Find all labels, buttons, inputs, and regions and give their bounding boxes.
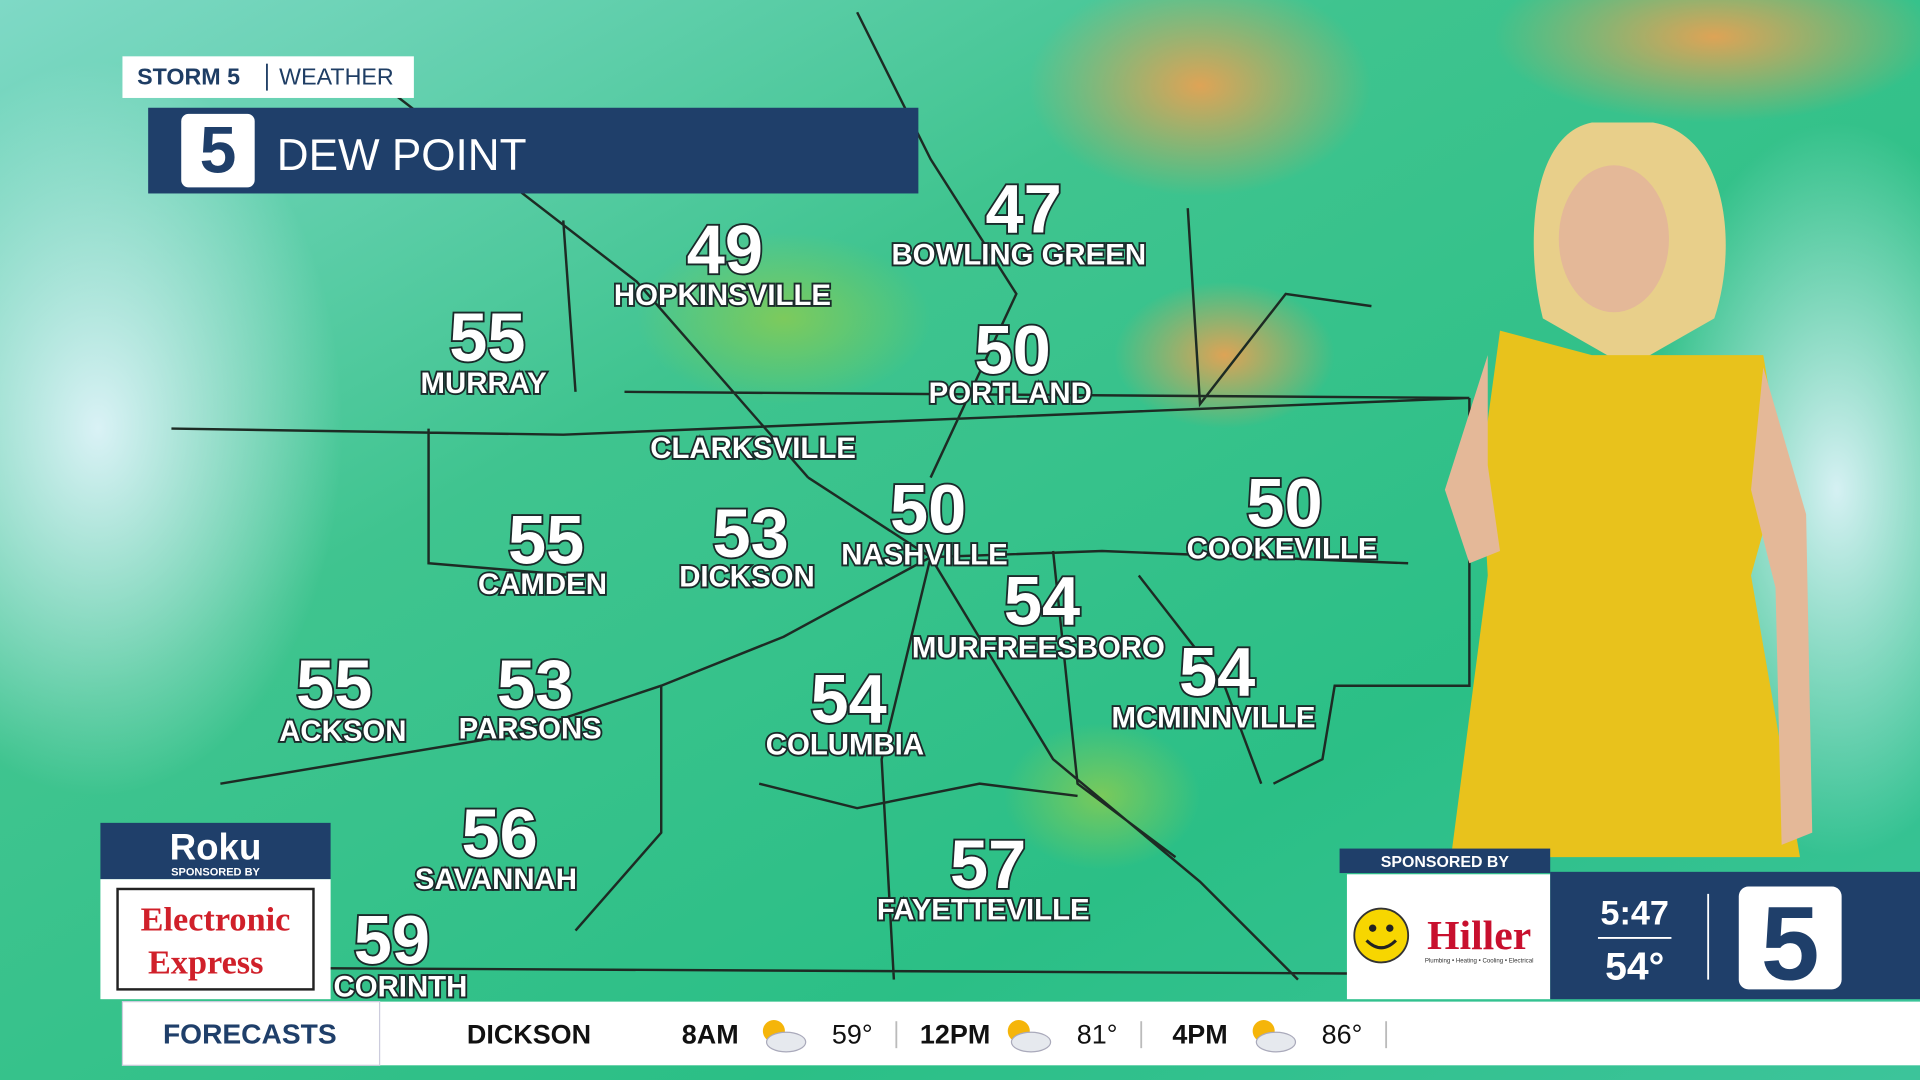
city-value: 53 [497,646,573,723]
brand: STORM 5 [137,63,240,89]
clock-temp: 54° [1605,946,1664,989]
city-name: ACKSON [279,715,406,748]
section: WEATHER [279,63,394,89]
city-name: SAVANNAH [415,863,577,896]
city-value: 53 [712,495,788,572]
city-name: PARSONS [459,712,602,745]
city-value: 49 [687,211,763,288]
forecast-bar: FORECASTS DICKSON 8AM 59° 12PM 81° 4PM 86° [121,1001,1920,1066]
station-logo: 5 [1761,886,1820,1003]
forecast-time: 8AM [682,1019,739,1049]
forecast-city: DICKSON [467,1019,591,1049]
sponsor-name: Hiller [1427,913,1531,959]
city-name: COOKEVILLE [1187,532,1378,565]
header-tab [122,56,414,98]
title-bar [148,107,919,194]
forecast-time: 12PM [920,1019,990,1049]
header: STORM 5 WEATHER 5 DEW POINT [122,56,919,194]
logo: 5 [200,114,237,188]
city-value: 59 [354,902,430,979]
city-name: FAYETTEVILLE [877,894,1090,927]
sponsored-by: SPONSORED BY [1381,854,1510,871]
city-name: MURRAY [421,367,548,400]
forecast-temp: 86° [1322,1019,1363,1049]
cloud-icon [1255,1031,1297,1053]
cloud-icon [1010,1031,1052,1053]
city-value: 50 [975,311,1051,388]
city-value: 50 [890,471,966,548]
forecast-time: 4PM [1172,1019,1227,1049]
sponsor-tagline: Plumbing • Heating • Cooling • Electrica… [1425,957,1534,964]
city-name: CORINTH [334,971,468,1004]
city-name: COLUMBIA [766,728,924,761]
city-name: CAMDEN [478,568,607,601]
city-value: 56 [461,795,537,872]
forecast-temp: 59° [832,1019,873,1049]
roku: Roku [170,827,262,868]
city-value: 55 [508,501,584,578]
city-value: 54 [1179,634,1255,711]
clock-time: 5:47 [1600,894,1669,932]
city-name: BOWLING GREEN [891,238,1146,271]
title: DEW POINT [277,131,527,180]
sponsored-by: SPONSORED BY [171,867,260,879]
city-name: MURFREESBORO [912,632,1165,665]
city-value: 54 [1004,562,1080,639]
sponsor-name: Electronic [141,901,291,939]
city-value: 57 [950,826,1026,903]
city-value: 55 [449,299,525,376]
cloud-icon [765,1031,807,1053]
city-value: 50 [1246,465,1322,542]
city-value: 54 [810,660,886,737]
city-name: PORTLAND [929,377,1092,410]
city-value: 55 [296,646,372,723]
forecast-label: FORECASTS [163,1018,337,1049]
city-name: DICKSON [679,561,814,594]
sponsor-right: SPONSORED BY Hiller Plumbing • Heating •… [1339,848,1920,1003]
city-name: HOPKINSVILLE [614,279,831,312]
sponsor-left: Roku SPONSORED BY Electronic Express [100,822,331,1000]
forecast-temp: 81° [1077,1019,1118,1049]
city-name: MCMINNVILLE [1111,701,1315,734]
city-value: 47 [986,171,1062,248]
sponsor-name: Express [148,943,264,981]
city-name: NASHVILLE [841,538,1007,571]
city-name: CLARKSVILLE [650,432,856,465]
presenter [1444,122,1813,858]
